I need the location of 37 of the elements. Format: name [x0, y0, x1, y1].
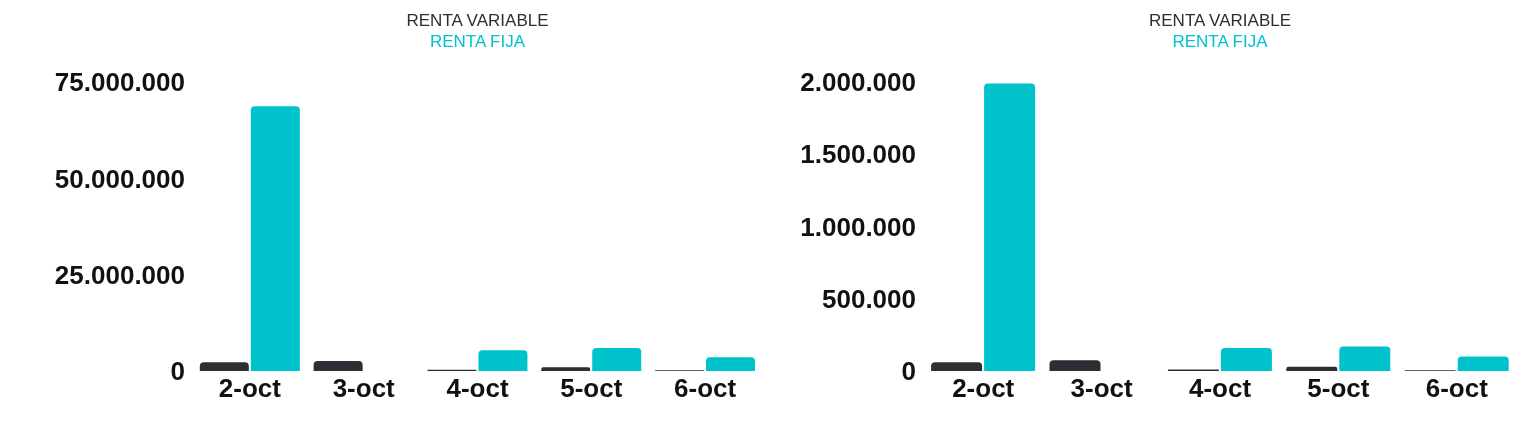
- y-tick-label: 2.000.000: [800, 67, 916, 98]
- x-tick-label: 5-oct: [1307, 373, 1370, 404]
- bar: [1339, 346, 1391, 371]
- x-tick-label: 3-oct: [1070, 373, 1133, 404]
- bar: [1286, 366, 1338, 371]
- text: RENTA FIJA: [1171, 31, 1269, 52]
- bar: [199, 362, 249, 371]
- bar: [1220, 347, 1272, 371]
- x-tick-label: 6-oct: [1425, 373, 1489, 404]
- x-tick-label: 6-oct: [674, 373, 737, 404]
- y-tick-label: 75.000.000: [54, 67, 185, 98]
- x-tick-label: 4-oct: [1188, 373, 1252, 404]
- y-tick-label: 500.000: [822, 283, 916, 314]
- x-tick-label: 4-oct: [446, 373, 509, 404]
- bar: [592, 347, 642, 371]
- bar: [706, 357, 756, 371]
- text: RENTA VARIABLE: [405, 10, 550, 31]
- y-tick-label: 1.500.000: [800, 139, 916, 170]
- y-tick-label: 0: [901, 356, 916, 387]
- x-tick-label: 2-oct: [218, 373, 282, 404]
- bar: [541, 367, 591, 371]
- y-tick-label: 0: [170, 356, 185, 387]
- bar: [1049, 360, 1101, 371]
- y-tick-label: 1.000.000: [800, 211, 916, 242]
- x-tick-label: 5-oct: [560, 373, 623, 404]
- y-tick-label: 25.000.000: [54, 259, 185, 290]
- bar: [984, 83, 1036, 371]
- x-tick-label: 2-oct: [952, 373, 1015, 404]
- y-tick-label: 50.000.000: [54, 163, 185, 194]
- bar: [313, 360, 363, 371]
- bar: [478, 350, 528, 371]
- bar: [1457, 356, 1509, 371]
- x-tick-label: 3-oct: [332, 373, 396, 404]
- bar: [250, 106, 300, 371]
- text: RENTA FIJA: [428, 31, 527, 52]
- bar: [931, 362, 983, 371]
- text: RENTA VARIABLE: [1148, 10, 1292, 31]
